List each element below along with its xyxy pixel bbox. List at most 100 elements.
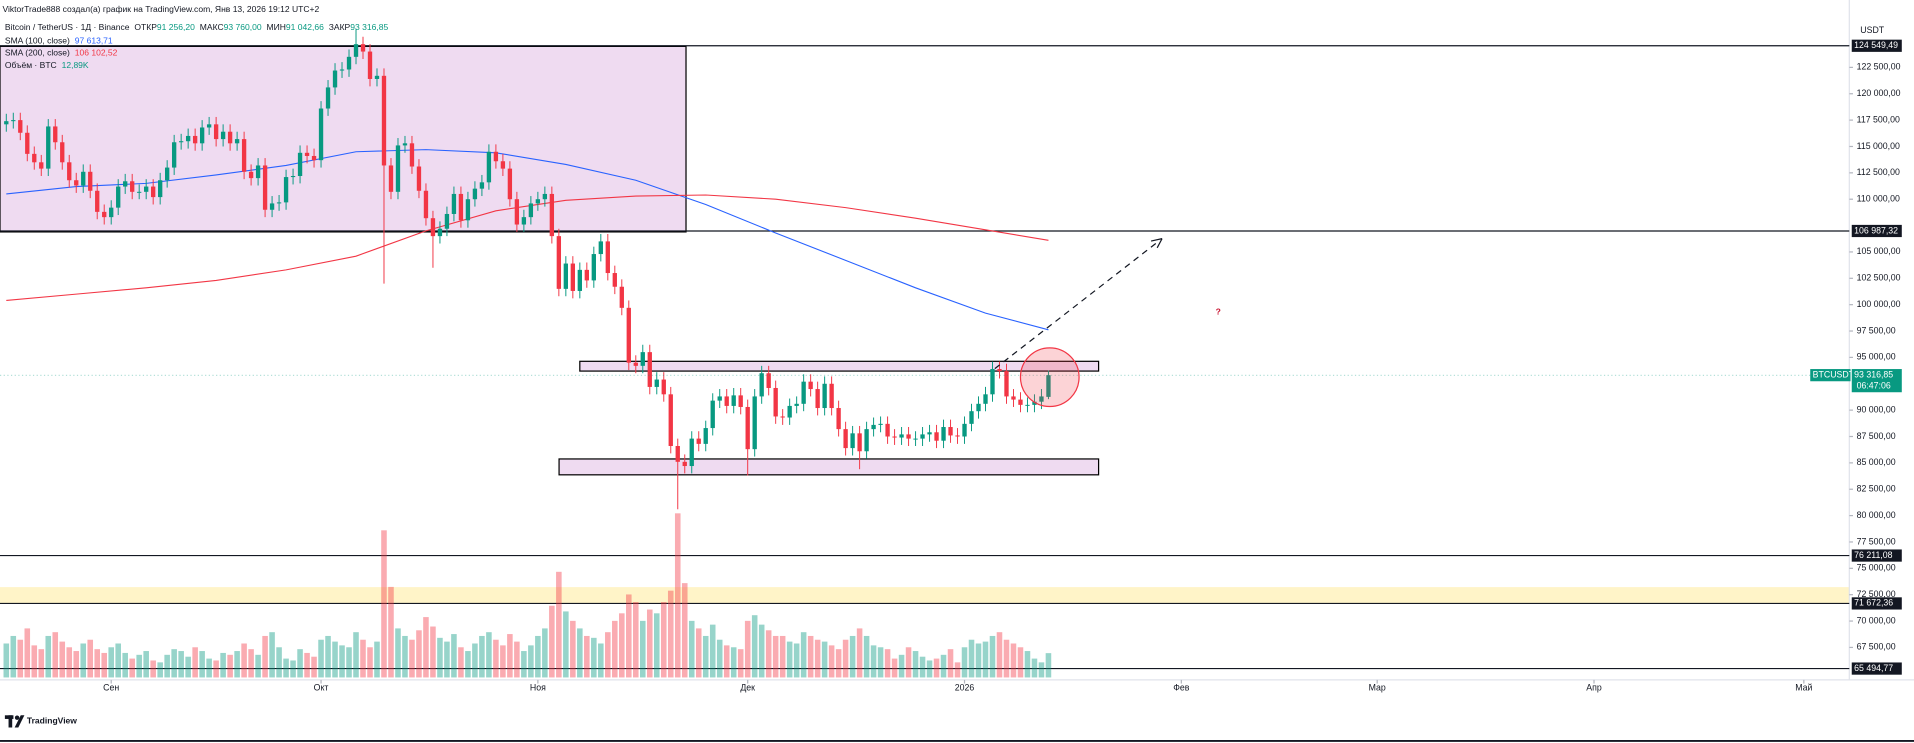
volume-bar bbox=[758, 624, 765, 678]
ohlc-name: МИН bbox=[266, 22, 285, 32]
candle-body bbox=[74, 180, 79, 186]
volume-bar bbox=[535, 635, 541, 678]
candle-body bbox=[486, 151, 492, 183]
volume-bar bbox=[926, 660, 933, 678]
volume-bar bbox=[835, 649, 842, 678]
question-mark: ? bbox=[1216, 307, 1221, 317]
candle-body bbox=[822, 383, 827, 409]
x-tick-label: 2026 bbox=[955, 683, 975, 693]
candle-body bbox=[262, 165, 268, 210]
candle-body bbox=[53, 126, 58, 143]
candle-body bbox=[423, 190, 429, 219]
candle-body bbox=[997, 369, 1002, 372]
volume-bar bbox=[528, 645, 534, 678]
candle-body bbox=[843, 429, 848, 449]
volume-bar bbox=[779, 635, 786, 678]
volume-bar bbox=[709, 624, 716, 678]
candle-body bbox=[158, 180, 163, 198]
last-price-bg bbox=[1851, 369, 1902, 393]
volume-bar bbox=[521, 651, 527, 678]
volume-bar bbox=[563, 611, 569, 678]
volume-bar bbox=[59, 641, 66, 678]
volume-bar bbox=[968, 639, 975, 678]
candle-body bbox=[311, 155, 317, 161]
candle-body bbox=[864, 429, 869, 452]
candle-body bbox=[654, 379, 659, 387]
candle-body bbox=[920, 434, 925, 439]
volume-bar bbox=[199, 651, 205, 678]
candle-body bbox=[346, 56, 352, 70]
volume-bar bbox=[584, 635, 590, 678]
indicator-value: 106 102,52 bbox=[75, 48, 118, 58]
volume-bar bbox=[241, 643, 247, 678]
candle-body bbox=[109, 207, 114, 218]
candle-body bbox=[276, 202, 282, 204]
candle-body bbox=[780, 416, 785, 418]
candle-body bbox=[451, 193, 457, 214]
candle-body bbox=[199, 127, 205, 144]
candle-body bbox=[899, 434, 904, 438]
drawings-back bbox=[0, 45, 1850, 603]
candle-body bbox=[815, 389, 820, 409]
x-tick-label: Окт bbox=[314, 683, 329, 693]
countdown: 06:47:06 bbox=[1857, 380, 1891, 390]
volume-bar bbox=[143, 651, 149, 678]
candle-body bbox=[871, 424, 876, 430]
volume-bar bbox=[402, 635, 408, 678]
volume-bar bbox=[646, 609, 653, 678]
volume-bar bbox=[388, 586, 394, 678]
zone-band bbox=[0, 587, 1850, 603]
candle-body bbox=[1004, 371, 1009, 397]
candle-body bbox=[850, 433, 855, 449]
y-tick-label: 105 000,00 bbox=[1857, 246, 1901, 256]
candle-body bbox=[969, 411, 974, 424]
candle-body bbox=[290, 176, 296, 178]
volume-bar bbox=[157, 662, 163, 678]
volume-bar bbox=[863, 635, 870, 678]
candle-body bbox=[185, 135, 191, 142]
candle-body bbox=[465, 199, 471, 221]
candle-body bbox=[234, 139, 240, 144]
volume-bar bbox=[416, 630, 422, 678]
volume-bar bbox=[828, 645, 835, 678]
y-tick-label: 77 500,00 bbox=[1857, 536, 1896, 546]
arrow-head bbox=[1150, 238, 1163, 249]
y-tick-label: 120 000,00 bbox=[1857, 88, 1901, 98]
indicator-name: SMA (200, close) bbox=[5, 48, 70, 58]
volume-bar bbox=[52, 632, 59, 678]
volume-bar bbox=[633, 601, 639, 678]
volume-bar bbox=[800, 632, 807, 678]
candle-body bbox=[962, 423, 967, 437]
volume-bar bbox=[101, 652, 107, 678]
candle-body bbox=[549, 193, 555, 237]
volume-bar bbox=[136, 654, 142, 678]
y-tick-label: 102 500,00 bbox=[1857, 273, 1901, 283]
x-tick-label: Май bbox=[1795, 683, 1812, 693]
volume-bar bbox=[961, 647, 968, 678]
candle-body bbox=[1018, 399, 1023, 405]
candle-body bbox=[878, 423, 883, 425]
indicator-name: SMA (100, close) bbox=[5, 36, 70, 46]
volume-bar bbox=[814, 639, 821, 678]
volume-value: 12,89K bbox=[62, 60, 89, 70]
x-tick-label: Мар bbox=[1369, 683, 1386, 693]
volume-bar bbox=[640, 620, 646, 678]
volume-bar bbox=[619, 613, 625, 678]
candle-body bbox=[164, 167, 170, 181]
y-tick-label: 87 500,00 bbox=[1857, 431, 1896, 441]
volume-bar bbox=[674, 513, 681, 678]
candle-body bbox=[11, 120, 16, 122]
volume-bar bbox=[891, 658, 898, 678]
ohlc-name: ОТКР bbox=[134, 22, 157, 32]
volume-bar bbox=[374, 641, 380, 678]
volume-bar bbox=[1003, 639, 1010, 678]
candle-body bbox=[934, 432, 939, 441]
symbol: Bitcoin / TetherUS · 1Д · Binance bbox=[5, 22, 130, 32]
logo-part bbox=[14, 715, 25, 728]
sma-line bbox=[6, 149, 1049, 331]
candle-body bbox=[941, 427, 946, 441]
candle-body bbox=[605, 241, 610, 274]
candle-body bbox=[724, 396, 729, 406]
volume-bar bbox=[737, 649, 744, 678]
volume-bar bbox=[122, 652, 128, 678]
